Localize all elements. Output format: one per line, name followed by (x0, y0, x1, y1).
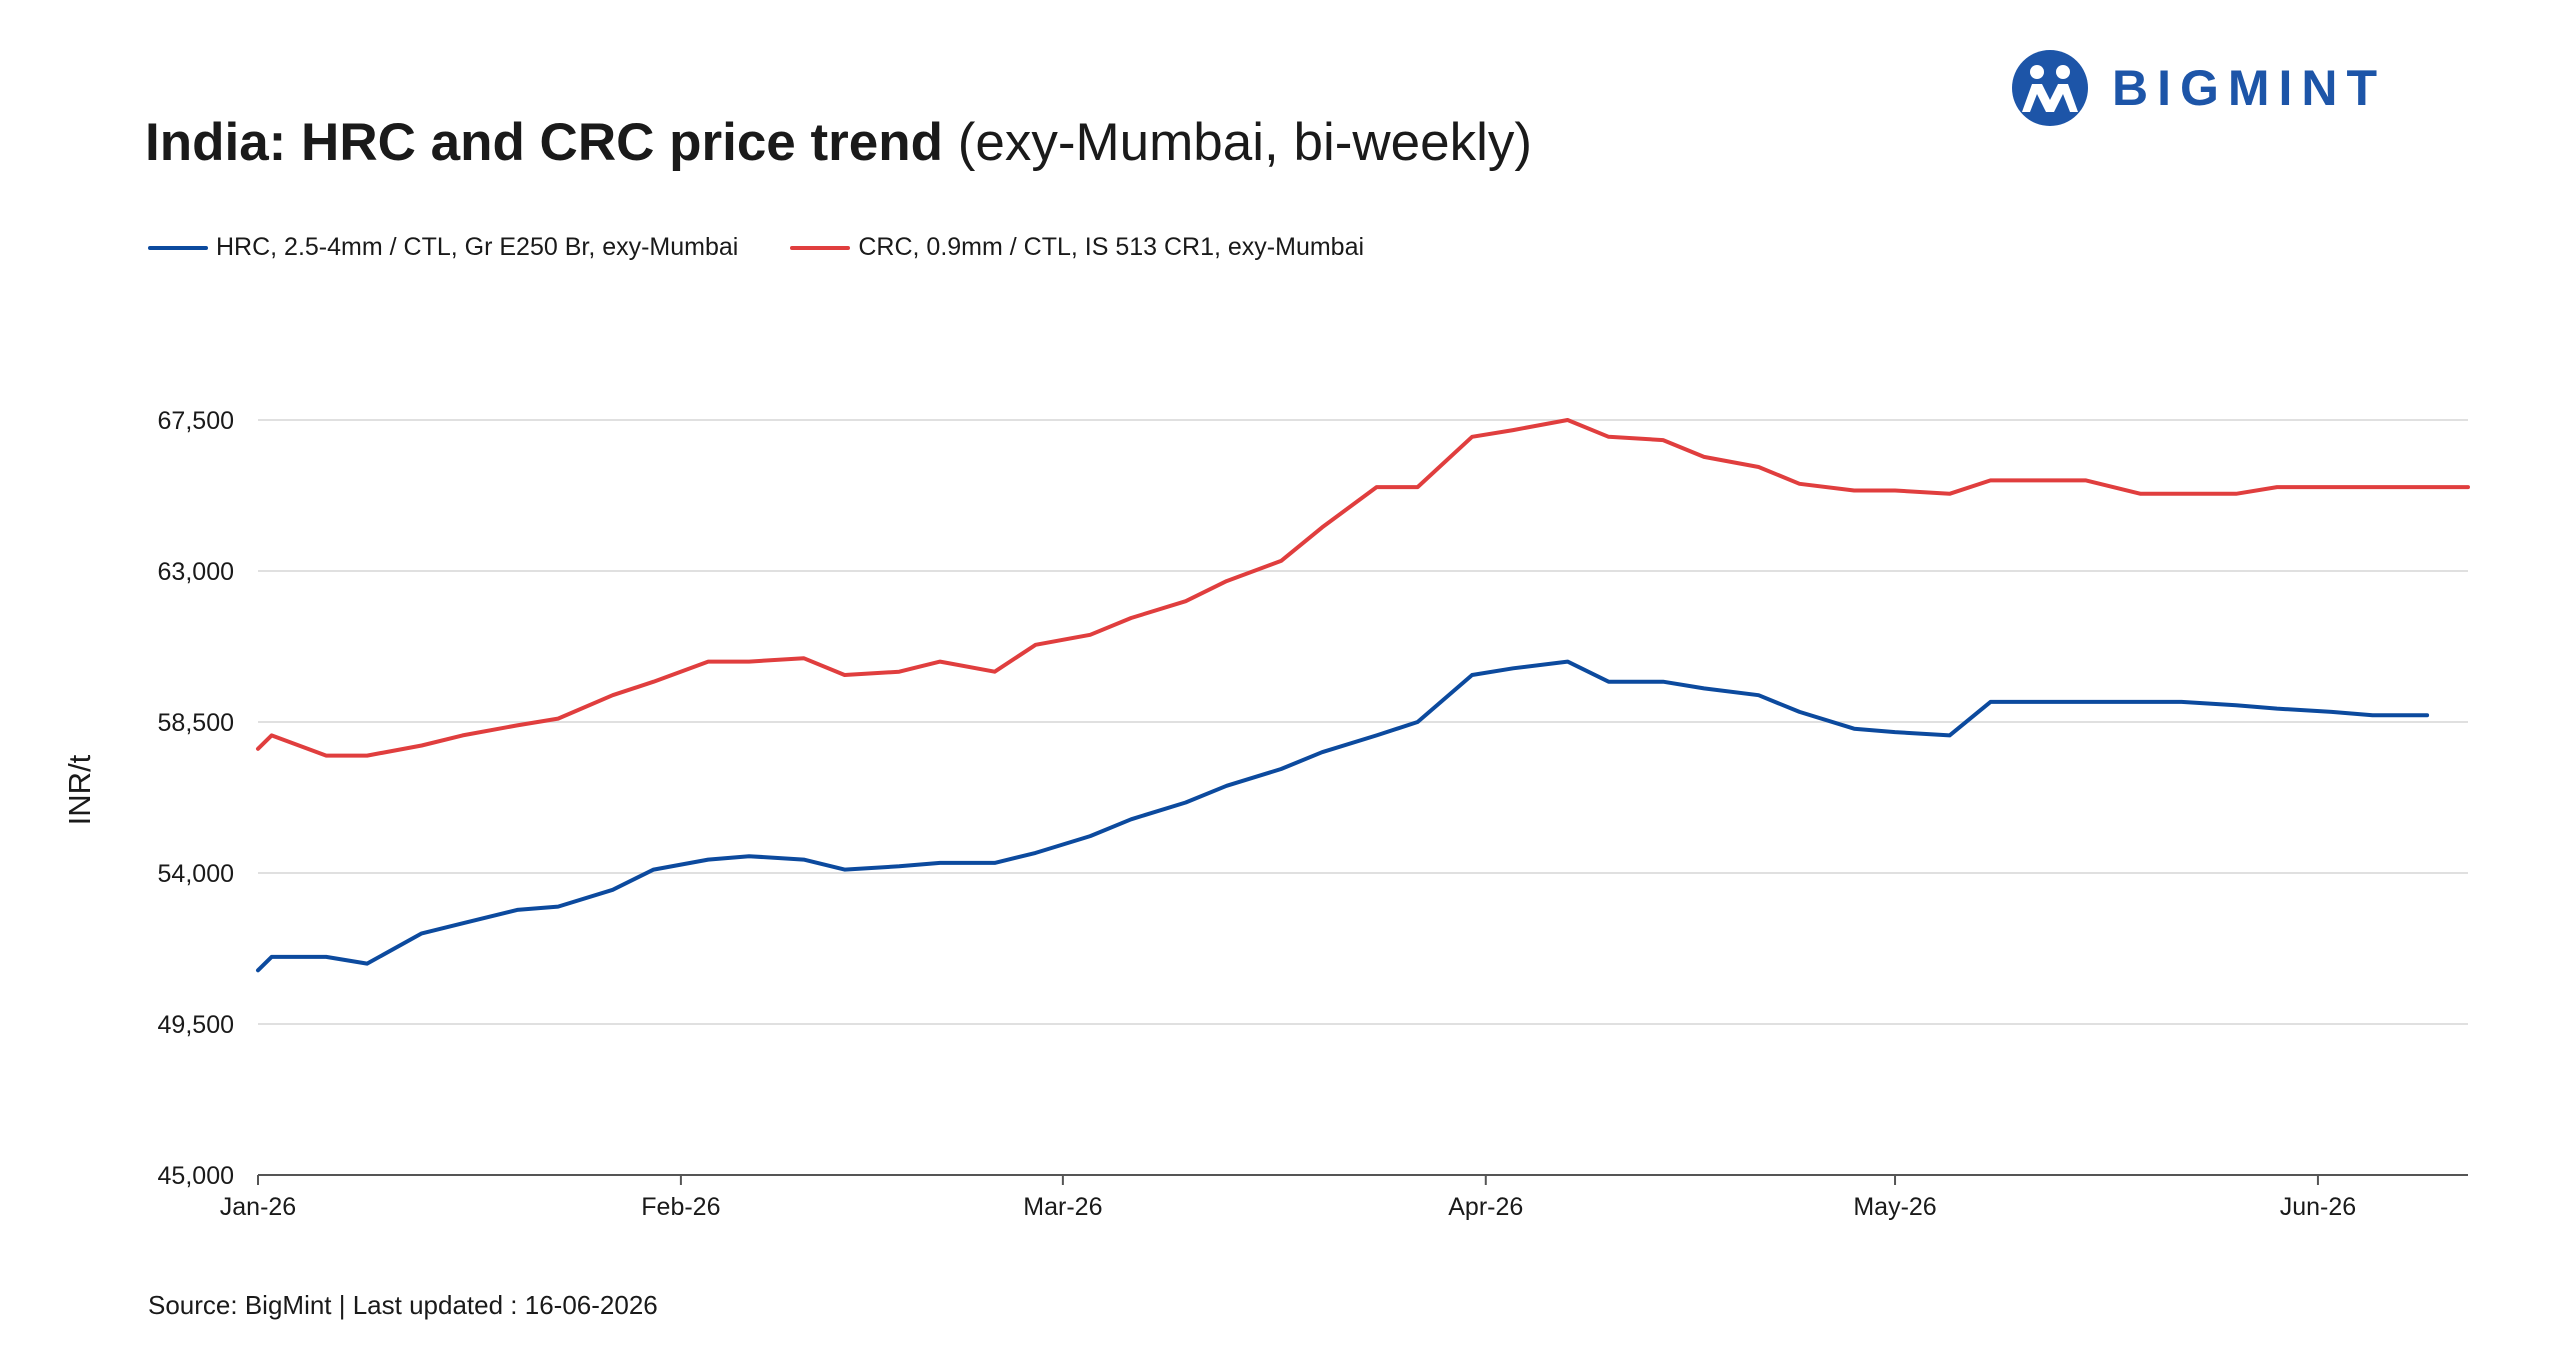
legend-label-hrc: HRC, 2.5-4mm / CTL, Gr E250 Br, exy-Mumb… (216, 233, 739, 261)
chart-title-sub: (exy-Mumbai, bi-weekly) (957, 113, 1533, 172)
brand-logo: BIGMINT (2010, 48, 2386, 128)
y-tick-label: 63,000 (158, 558, 234, 586)
chart-title: India: HRC and CRC price trend (exy-Mumb… (145, 112, 1532, 173)
x-axis: Jan-26 Feb-26 Mar-26 Apr-26 May-26 Jun-26 (220, 1175, 2356, 1221)
y-tick-labels: 45,000 49,500 54,000 58,500 63,000 67,500 (158, 407, 234, 1190)
x-tick-label: Feb-26 (641, 1193, 720, 1221)
chart-title-main: India: HRC and CRC price trend (145, 113, 944, 172)
x-tick-label: Jun-26 (2280, 1193, 2356, 1221)
y-tick-label: 54,000 (158, 860, 234, 888)
series-line-hrc (256, 659, 2430, 973)
legend-item-crc[interactable]: CRC, 0.9mm / CTL, IS 513 CR1, exy-Mumbai (790, 233, 1364, 262)
legend-item-hrc[interactable]: HRC, 2.5-4mm / CTL, Gr E250 Br, exy-Mumb… (148, 233, 738, 262)
legend-label-crc: CRC, 0.9mm / CTL, IS 513 CR1, exy-Mumbai (858, 233, 1365, 261)
series-lines (256, 418, 2470, 973)
series-line-crc (256, 418, 2470, 758)
bigmint-logo-icon (2012, 50, 2088, 126)
chart-legend: HRC, 2.5-4mm / CTL, Gr E250 Br, exy-Mumb… (148, 233, 1416, 262)
y-tick-label: 49,500 (158, 1011, 234, 1039)
y-tick-label: 67,500 (158, 407, 234, 435)
x-tick-label: Jan-26 (220, 1193, 296, 1221)
x-tick-label: Apr-26 (1448, 1193, 1523, 1221)
grid-lines (258, 419, 2468, 1176)
legend-swatch-hrc (148, 245, 208, 250)
legend-swatch-crc (790, 245, 851, 250)
source-note: Source: BigMint | Last updated : 16-06-2… (148, 1290, 658, 1320)
brand-name: BIGMINT (2112, 60, 2387, 116)
y-tick-label: 58,500 (158, 709, 234, 737)
y-tick-label: 45,000 (158, 1162, 234, 1190)
x-tick-label: May-26 (1853, 1193, 1936, 1221)
x-tick-label: Mar-26 (1023, 1193, 1102, 1221)
